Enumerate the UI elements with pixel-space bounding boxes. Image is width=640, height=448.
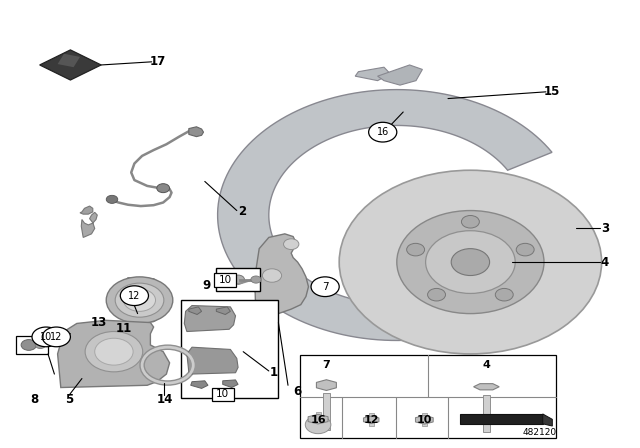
Polygon shape [189, 127, 204, 137]
Text: 4: 4 [601, 255, 609, 269]
Text: 12: 12 [50, 332, 63, 342]
Text: 9: 9 [202, 279, 210, 292]
Polygon shape [187, 347, 238, 374]
Text: 482120: 482120 [522, 428, 557, 437]
Text: 1: 1 [269, 366, 277, 379]
Circle shape [495, 289, 513, 301]
Polygon shape [355, 67, 390, 81]
Polygon shape [123, 278, 159, 323]
Circle shape [305, 416, 331, 434]
Circle shape [339, 170, 602, 354]
Circle shape [32, 327, 60, 347]
Text: 10: 10 [219, 275, 232, 285]
Polygon shape [378, 65, 422, 85]
Circle shape [369, 122, 397, 142]
Text: 17: 17 [149, 55, 166, 69]
Circle shape [106, 195, 118, 203]
Bar [483, 395, 490, 431]
Bar [323, 392, 330, 430]
Polygon shape [216, 307, 230, 314]
Polygon shape [316, 380, 337, 391]
Bar [181, 300, 278, 398]
Text: 7: 7 [322, 282, 328, 292]
Bar [216, 268, 260, 291]
Circle shape [406, 243, 424, 256]
Text: 5: 5 [65, 393, 73, 406]
Polygon shape [40, 50, 101, 80]
Text: 2: 2 [238, 205, 246, 219]
Circle shape [516, 243, 534, 256]
Bar [369, 413, 374, 426]
Circle shape [85, 332, 143, 372]
Bar [214, 273, 236, 287]
Text: 3: 3 [601, 222, 609, 235]
Polygon shape [191, 381, 208, 388]
Text: 12: 12 [128, 291, 141, 301]
Polygon shape [460, 414, 543, 424]
Bar [422, 413, 427, 426]
Text: 15: 15 [543, 85, 560, 99]
Circle shape [451, 249, 490, 276]
Circle shape [232, 275, 244, 284]
Polygon shape [474, 383, 499, 390]
Circle shape [157, 184, 170, 193]
Text: 10: 10 [216, 389, 229, 399]
Circle shape [428, 289, 445, 301]
Polygon shape [543, 414, 552, 426]
Circle shape [426, 231, 515, 293]
Polygon shape [184, 306, 236, 332]
Circle shape [311, 277, 339, 297]
Text: 12: 12 [364, 415, 379, 425]
Polygon shape [364, 416, 379, 424]
Text: 7: 7 [323, 360, 330, 370]
Text: 14: 14 [156, 393, 173, 406]
Bar [16, 336, 48, 354]
Text: 10: 10 [417, 415, 432, 425]
Polygon shape [223, 380, 238, 388]
Bar [300, 355, 556, 438]
Polygon shape [80, 206, 93, 214]
Polygon shape [415, 416, 433, 424]
Text: 4: 4 [483, 360, 490, 370]
Text: 13: 13 [91, 316, 108, 329]
Text: 8: 8 [31, 393, 38, 406]
Circle shape [115, 283, 164, 317]
Circle shape [397, 211, 544, 314]
Text: 10: 10 [40, 332, 52, 342]
Text: 16: 16 [376, 127, 389, 137]
Bar [316, 412, 321, 426]
Text: 11: 11 [115, 322, 132, 335]
Circle shape [42, 327, 70, 347]
Text: 6: 6 [294, 384, 301, 398]
Polygon shape [81, 212, 97, 237]
Circle shape [262, 269, 282, 282]
Bar [211, 388, 234, 401]
Circle shape [120, 286, 148, 306]
Circle shape [35, 341, 45, 349]
Circle shape [21, 340, 36, 350]
Circle shape [106, 277, 173, 323]
Polygon shape [189, 307, 202, 314]
Text: 16: 16 [310, 415, 326, 425]
Circle shape [251, 276, 261, 283]
Circle shape [124, 289, 156, 311]
Polygon shape [255, 234, 308, 320]
Circle shape [95, 338, 133, 365]
Polygon shape [58, 54, 80, 67]
Polygon shape [308, 414, 328, 424]
Polygon shape [218, 90, 552, 340]
Circle shape [284, 239, 299, 250]
Circle shape [461, 215, 479, 228]
Polygon shape [58, 320, 170, 388]
